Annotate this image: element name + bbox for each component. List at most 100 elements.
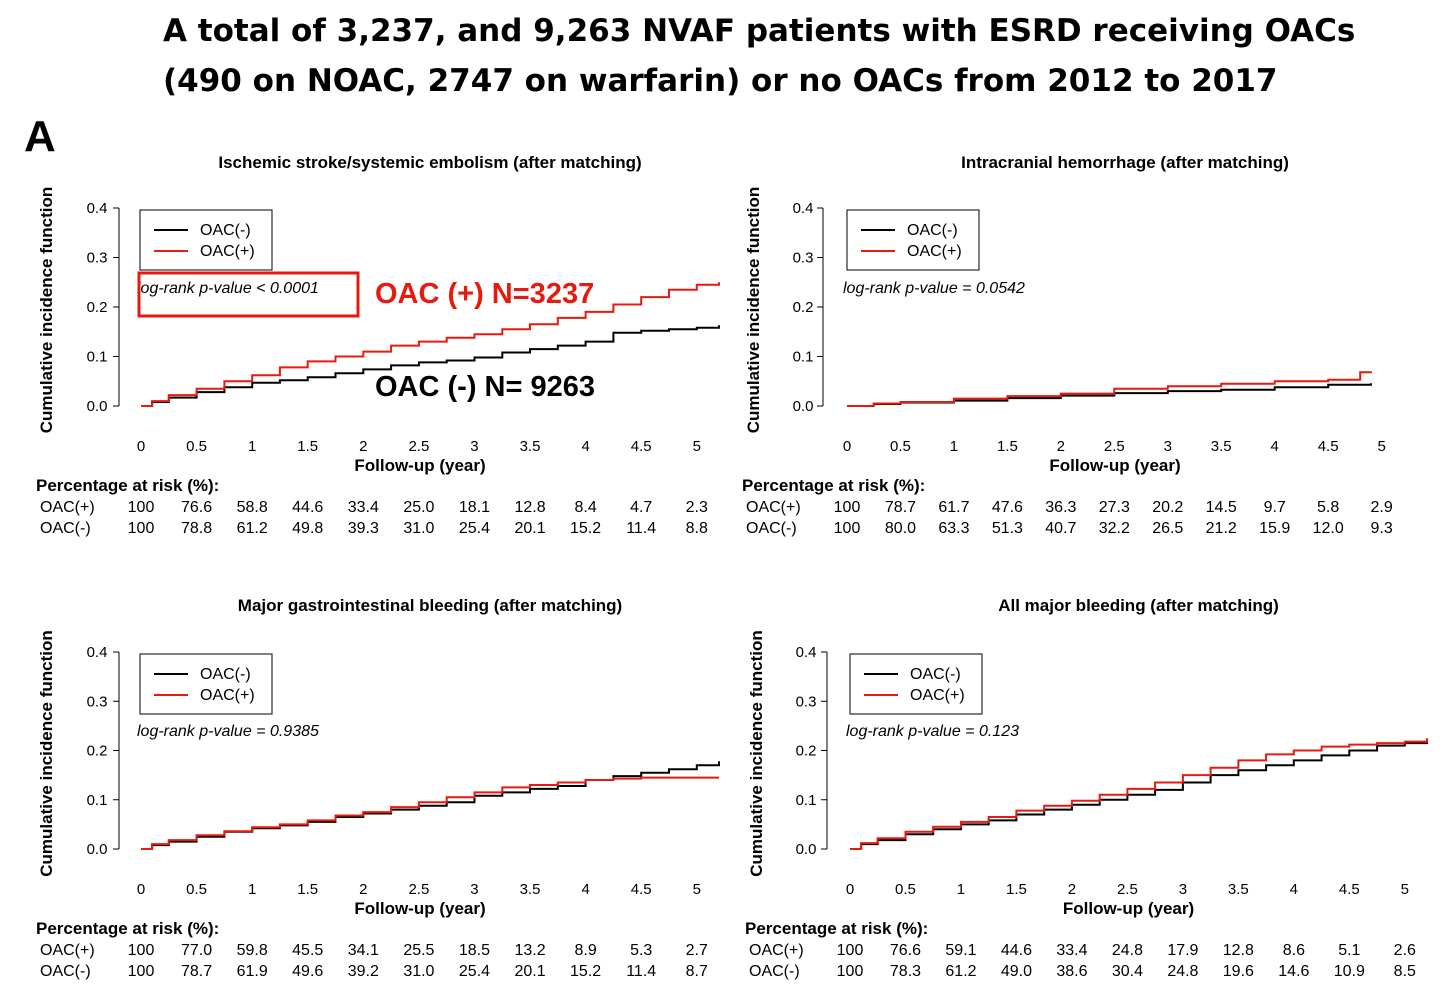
risk-cell: 59.8 [237, 942, 268, 959]
risk-cell: 21.2 [1206, 520, 1237, 537]
x-axis-label: Follow-up (year) [354, 899, 485, 918]
risk-row-label: OAC(+) [40, 499, 95, 516]
risk-cell: 61.7 [938, 499, 969, 516]
risk-cell: 17.9 [1167, 942, 1198, 959]
risk-cell: 26.5 [1152, 520, 1183, 537]
x-axis-label: Follow-up (year) [1063, 899, 1194, 918]
risk-cell: 100 [128, 499, 155, 516]
x-tick-label: 1 [957, 881, 965, 898]
series-line-oac-positive [141, 282, 720, 407]
risk-cell: 59.1 [945, 942, 976, 959]
chart-panel-3: Major gastrointestinal bleeding (after m… [36, 596, 720, 980]
risk-row-label: OAC(-) [40, 520, 91, 537]
risk-cell: 15.9 [1259, 520, 1290, 537]
y-tick-label: 0.0 [87, 841, 108, 858]
risk-table: Percentage at risk (%): OAC(+) 100 77.0 59.8… [36, 919, 708, 980]
risk-table: Percentage at risk (%): OAC(+) 100 78.7 61.7… [742, 476, 1393, 537]
x-tick-label: 0.5 [890, 438, 911, 455]
risk-table-header: Percentage at risk (%): [742, 476, 925, 495]
x-tick-label: 0 [137, 438, 145, 455]
x-tick-label: 2.5 [1104, 438, 1125, 455]
legend-label: OAC(-) [907, 222, 958, 239]
legend-box [139, 653, 273, 715]
risk-cell: 25.5 [403, 942, 434, 959]
risk-cell: 2.6 [1394, 942, 1416, 959]
y-tick-label: 0.4 [796, 644, 817, 661]
risk-row-label: OAC(-) [749, 963, 800, 980]
risk-cell: 78.3 [890, 963, 921, 980]
panel-letter: A [24, 112, 56, 161]
y-tick-label: 0.1 [796, 792, 817, 809]
risk-cell: 18.1 [459, 499, 490, 516]
risk-cell: 61.2 [237, 520, 268, 537]
x-tick-label: 5 [693, 881, 701, 898]
x-tick-label: 2 [359, 881, 367, 898]
x-tick-label: 5 [1377, 438, 1385, 455]
risk-cell: 8.4 [574, 499, 596, 516]
y-tick-label: 0.2 [87, 743, 108, 760]
x-tick-label: 1 [248, 438, 256, 455]
risk-cell: 100 [128, 520, 155, 537]
x-tick-label: 1.5 [297, 881, 318, 898]
pvalue-highlight-box [137, 271, 360, 318]
risk-cell: 8.9 [574, 942, 596, 959]
legend-box [846, 209, 980, 271]
x-tick-label: 4 [581, 438, 589, 455]
risk-cell: 61.9 [237, 963, 268, 980]
risk-cell: 8.6 [1283, 942, 1305, 959]
risk-cell: 78.8 [181, 520, 212, 537]
series-line-oac-negative [141, 761, 720, 850]
risk-cell: 14.5 [1206, 499, 1237, 516]
risk-cell: 47.6 [992, 499, 1023, 516]
x-tick-label: 2 [1057, 438, 1065, 455]
risk-cell: 20.1 [514, 963, 545, 980]
x-tick-label: 5 [1401, 881, 1409, 898]
y-tick-label: 0.2 [87, 299, 108, 316]
x-tick-label: 5 [693, 438, 701, 455]
risk-cell: 76.6 [890, 942, 921, 959]
risk-cell: 31.0 [403, 963, 434, 980]
risk-cell: 15.2 [570, 963, 601, 980]
risk-cell: 58.8 [237, 499, 268, 516]
risk-cell: 100 [837, 942, 864, 959]
risk-cell: 25.4 [459, 520, 490, 537]
x-tick-label: 4 [1271, 438, 1279, 455]
y-tick-label: 0.0 [796, 841, 817, 858]
risk-cell: 51.3 [992, 520, 1023, 537]
risk-cell: 14.6 [1278, 963, 1309, 980]
risk-cell: 44.6 [292, 499, 323, 516]
x-tick-label: 1 [248, 881, 256, 898]
chart-title: All major bleeding (after matching) [998, 596, 1279, 615]
risk-cell: 12.8 [1223, 942, 1254, 959]
y-tick-label: 0.0 [87, 398, 108, 415]
x-axis-label: Follow-up (year) [1049, 456, 1180, 475]
risk-cell: 39.2 [348, 963, 379, 980]
x-tick-label: 0 [137, 881, 145, 898]
y-tick-label: 0.4 [793, 200, 814, 217]
legend-label: OAC(+) [200, 687, 255, 704]
x-tick-label: 4 [1290, 881, 1298, 898]
risk-cell: 15.2 [570, 520, 601, 537]
series-line-oac-positive [850, 738, 1428, 850]
y-tick-label: 0.1 [87, 792, 108, 809]
series-line-oac-positive [847, 371, 1372, 407]
risk-cell: 100 [128, 942, 155, 959]
legend: OAC(-) OAC(+) [846, 209, 980, 271]
legend-label: OAC(+) [200, 243, 255, 260]
risk-cell: 13.2 [514, 942, 545, 959]
risk-cell: 76.6 [181, 499, 212, 516]
y-tick-label: 0.1 [87, 349, 108, 366]
risk-cell: 12.0 [1313, 520, 1344, 537]
y-tick-label: 0.4 [87, 200, 108, 217]
y-axis-label: Cumulative incidence function [744, 187, 763, 434]
risk-cell: 100 [834, 499, 861, 516]
risk-cell: 2.3 [686, 499, 708, 516]
risk-cell: 2.9 [1370, 499, 1392, 516]
risk-cell: 40.7 [1045, 520, 1076, 537]
y-tick-label: 0.1 [793, 349, 814, 366]
x-tick-label: 2.5 [408, 438, 429, 455]
y-tick-label: 0.3 [793, 250, 814, 267]
risk-table-header: Percentage at risk (%): [36, 919, 219, 938]
x-tick-label: 3 [470, 881, 478, 898]
